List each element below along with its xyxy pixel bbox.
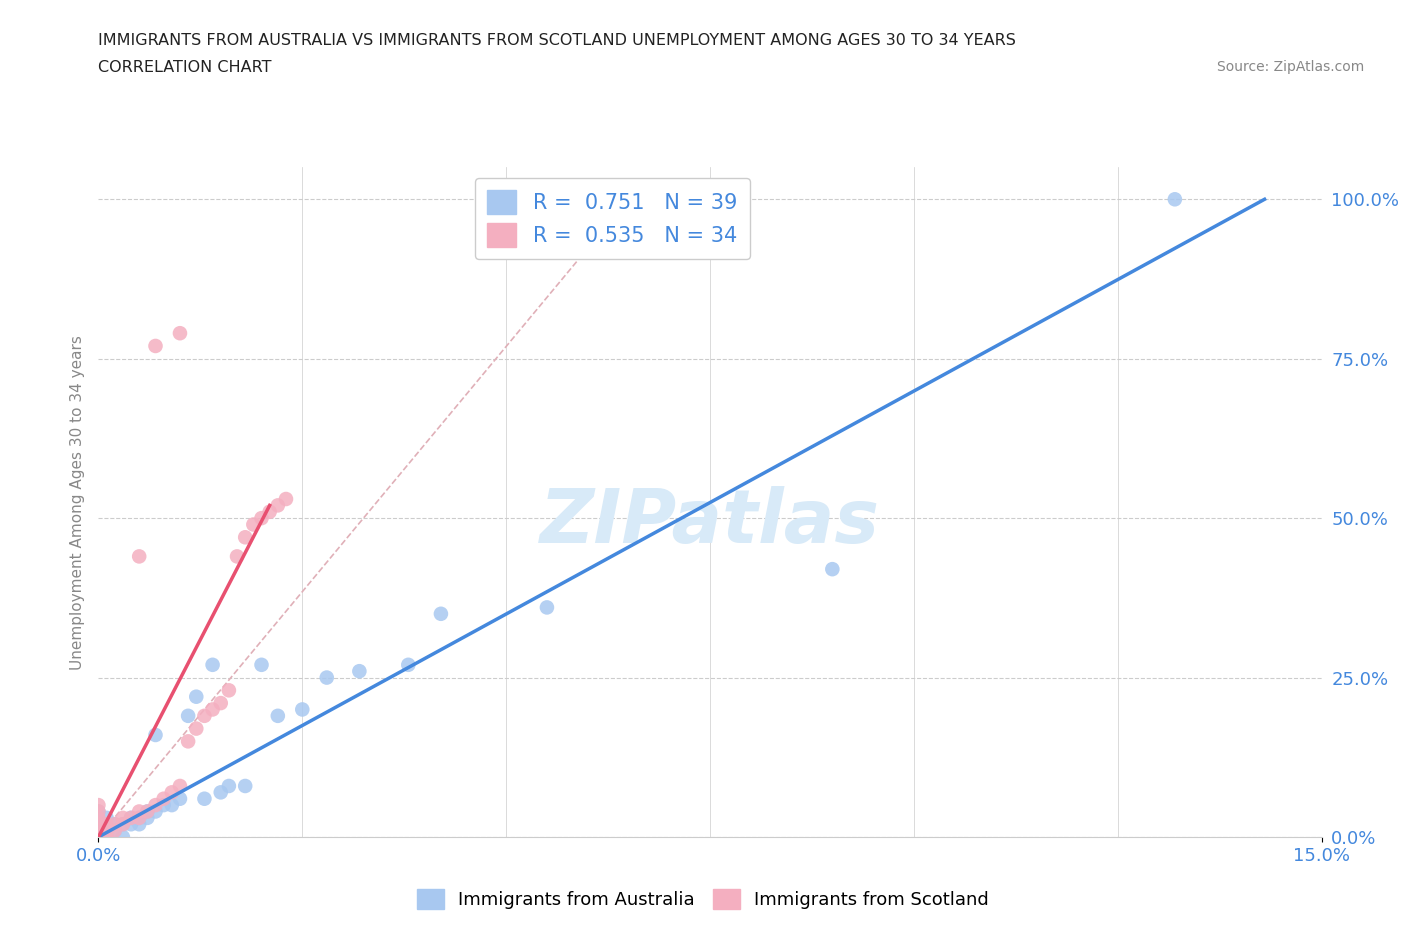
- Point: [104, 817, 127, 831]
- Point: [267, 498, 290, 512]
- Point: [120, 810, 142, 825]
- Text: ZIPatlas: ZIPatlas: [540, 485, 880, 559]
- Point: [87, 830, 110, 844]
- Point: [87, 817, 110, 831]
- Point: [274, 492, 297, 507]
- Point: [120, 817, 142, 831]
- Point: [1164, 192, 1187, 206]
- Point: [226, 549, 249, 564]
- Point: [96, 823, 118, 838]
- Point: [233, 778, 256, 793]
- Point: [160, 798, 183, 813]
- Point: [209, 785, 232, 800]
- Point: [218, 778, 240, 793]
- Point: [430, 606, 453, 621]
- Point: [96, 830, 118, 844]
- Point: [96, 817, 118, 831]
- Point: [145, 804, 167, 819]
- Point: [128, 810, 150, 825]
- Point: [186, 721, 208, 736]
- Point: [201, 658, 224, 672]
- Point: [218, 683, 240, 698]
- Point: [193, 791, 215, 806]
- Point: [821, 562, 844, 577]
- Point: [96, 823, 118, 838]
- Point: [169, 326, 191, 340]
- Point: [186, 689, 208, 704]
- Point: [177, 709, 200, 724]
- Point: [128, 804, 150, 819]
- Point: [315, 671, 337, 685]
- Point: [87, 804, 110, 819]
- Point: [87, 830, 110, 844]
- Point: [96, 830, 118, 844]
- Point: [111, 817, 134, 831]
- Point: [104, 817, 127, 831]
- Point: [259, 504, 281, 519]
- Y-axis label: Unemployment Among Ages 30 to 34 years: Unemployment Among Ages 30 to 34 years: [69, 335, 84, 670]
- Point: [160, 785, 183, 800]
- Point: [111, 830, 134, 844]
- Text: IMMIGRANTS FROM AUSTRALIA VS IMMIGRANTS FROM SCOTLAND UNEMPLOYMENT AMONG AGES 30: IMMIGRANTS FROM AUSTRALIA VS IMMIGRANTS …: [98, 33, 1017, 47]
- Point: [169, 778, 191, 793]
- Point: [87, 823, 110, 838]
- Point: [128, 810, 150, 825]
- Point: [177, 734, 200, 749]
- Point: [87, 817, 110, 831]
- Point: [291, 702, 314, 717]
- Point: [209, 696, 232, 711]
- Point: [233, 530, 256, 545]
- Point: [201, 702, 224, 717]
- Point: [96, 810, 118, 825]
- Point: [104, 823, 127, 838]
- Point: [87, 810, 110, 825]
- Point: [152, 798, 174, 813]
- Point: [87, 798, 110, 813]
- Point: [128, 549, 150, 564]
- Point: [250, 511, 273, 525]
- Text: Source: ZipAtlas.com: Source: ZipAtlas.com: [1216, 60, 1364, 74]
- Point: [111, 817, 134, 831]
- Point: [87, 804, 110, 819]
- Point: [396, 658, 419, 672]
- Point: [128, 817, 150, 831]
- Point: [536, 600, 558, 615]
- Point: [169, 791, 191, 806]
- Point: [145, 727, 167, 742]
- Legend: Immigrants from Australia, Immigrants from Scotland: Immigrants from Australia, Immigrants fr…: [409, 882, 997, 916]
- Point: [111, 810, 134, 825]
- Point: [104, 823, 127, 838]
- Point: [250, 658, 273, 672]
- Point: [145, 339, 167, 353]
- Point: [267, 709, 290, 724]
- Point: [136, 804, 159, 819]
- Text: CORRELATION CHART: CORRELATION CHART: [98, 60, 271, 75]
- Point: [193, 709, 215, 724]
- Legend: R =  0.751   N = 39, R =  0.535   N = 34: R = 0.751 N = 39, R = 0.535 N = 34: [475, 178, 749, 259]
- Point: [136, 810, 159, 825]
- Point: [242, 517, 264, 532]
- Point: [87, 823, 110, 838]
- Point: [136, 804, 159, 819]
- Point: [120, 810, 142, 825]
- Point: [349, 664, 371, 679]
- Point: [152, 791, 174, 806]
- Point: [145, 798, 167, 813]
